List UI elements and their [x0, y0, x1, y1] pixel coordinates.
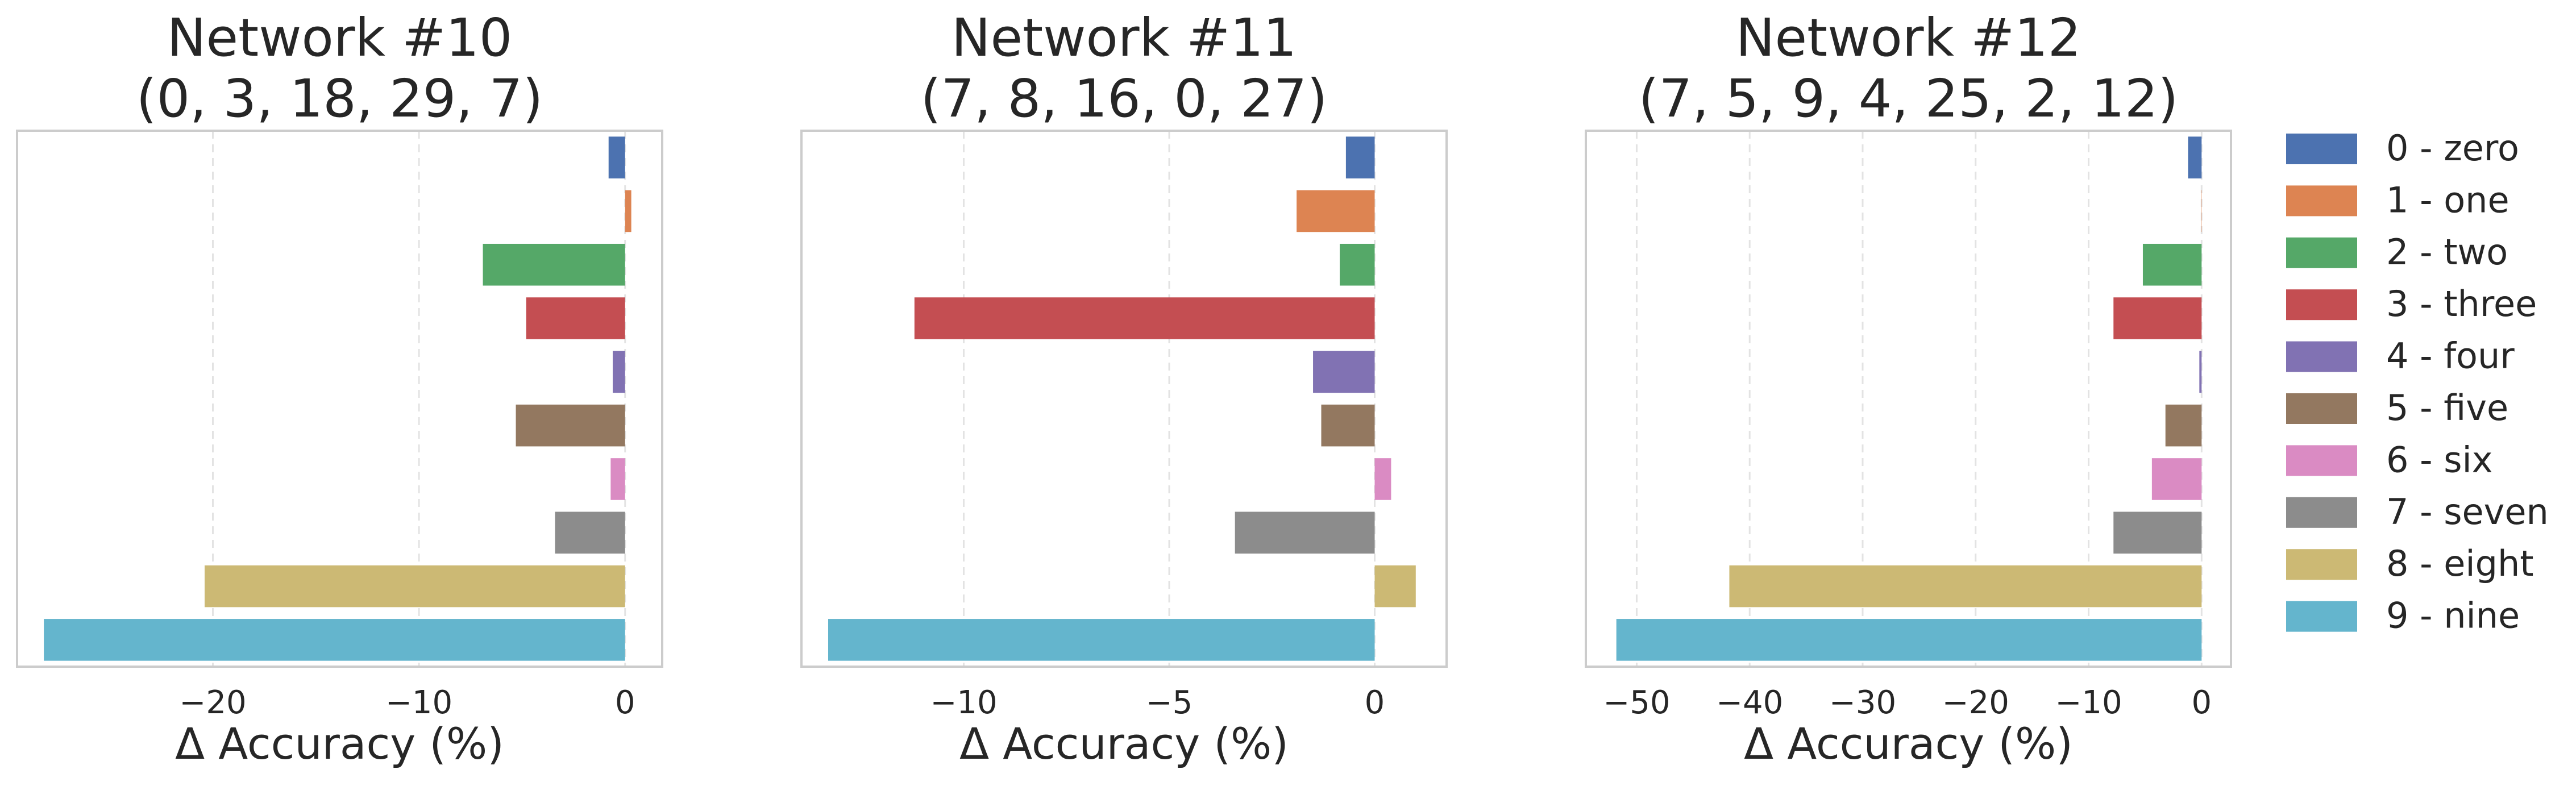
x-tick-label: −5	[1146, 684, 1193, 721]
bar-nine	[828, 619, 1375, 661]
bar-one	[2201, 190, 2202, 232]
legend-swatch	[2286, 237, 2357, 268]
x-tick-label: −10	[385, 684, 452, 721]
legend-label: 2 - two	[2386, 231, 2508, 273]
legend-swatch	[2286, 134, 2357, 164]
bar-four	[2199, 351, 2202, 393]
bar-zero	[608, 136, 625, 178]
bar-six	[1374, 458, 1391, 500]
legend-swatch	[2286, 497, 2357, 528]
plot-frame	[800, 130, 1448, 668]
bar-two	[483, 243, 625, 286]
bar-one	[1297, 190, 1375, 232]
legend-swatch	[2286, 185, 2357, 217]
legend-label: 1 - one	[2386, 179, 2509, 221]
panel-subtitle: (7, 5, 9, 4, 25, 2, 12)	[1639, 68, 2179, 129]
bar-seven	[2113, 511, 2202, 554]
legend-label: 0 - zero	[2386, 127, 2519, 169]
legend-label: 9 - nine	[2386, 595, 2520, 637]
bar-five	[2165, 404, 2202, 447]
bar-eight	[204, 565, 625, 608]
x-tick-label: 0	[615, 684, 635, 721]
legend-label: 3 - three	[2386, 283, 2537, 325]
x-tick-label: −10	[930, 684, 997, 721]
legend-swatch	[2286, 393, 2357, 424]
bar-three	[2113, 297, 2202, 339]
panel-subtitle: (0, 3, 18, 29, 7)	[136, 68, 543, 129]
legend-label: 4 - four	[2386, 335, 2515, 377]
bar-seven	[1235, 511, 1375, 554]
x-tick-label: −20	[179, 684, 246, 721]
plot-frame	[1585, 130, 2232, 668]
bar-eight	[1374, 565, 1416, 608]
legend-label: 8 - eight	[2386, 543, 2534, 584]
x-tick-label: 0	[2191, 684, 2212, 721]
legend-swatch	[2286, 341, 2357, 372]
bar-five	[516, 404, 625, 447]
panel-title: Network #10	[167, 7, 513, 68]
bar-one	[625, 190, 631, 232]
bar-nine	[44, 619, 625, 661]
x-axis-label: Δ Accuracy (%)	[959, 718, 1289, 769]
bar-eight	[1729, 565, 2202, 608]
legend: 0 - zero 1 - one 2 - two 3 - three 4 - four 5…	[2286, 127, 2549, 637]
bar-seven	[555, 511, 625, 554]
bar-zero	[2188, 136, 2202, 178]
legend-swatch	[2286, 601, 2357, 632]
bar-six	[2151, 458, 2202, 500]
panel-1: Network #10(0, 3, 18, 29, 7) −20 −10 0 Δ Acc…	[16, 7, 663, 769]
bar-four	[1313, 351, 1375, 393]
panel-subtitle: (7, 8, 16, 0, 27)	[921, 68, 1327, 129]
x-tick-label: −10	[2055, 684, 2122, 721]
bar-two	[1340, 243, 1375, 286]
legend-label: 6 - six	[2386, 439, 2492, 480]
panel-3: Network #12(7, 5, 9, 4, 25, 2, 12) −50 −40…	[1585, 7, 2232, 769]
x-axis-label: Δ Accuracy (%)	[1744, 718, 2073, 769]
x-tick-label: 0	[1365, 684, 1385, 721]
legend-swatch	[2286, 289, 2357, 321]
x-tick-label: −30	[1829, 684, 1896, 721]
x-tick-label: −50	[1603, 684, 1670, 721]
bar-two	[2142, 243, 2202, 286]
x-tick-label: −40	[1716, 684, 1783, 721]
legend-swatch	[2286, 445, 2357, 476]
bar-zero	[1345, 136, 1375, 178]
x-tick-label: −20	[1942, 684, 2009, 721]
legend-swatch	[2286, 549, 2357, 580]
bar-four	[612, 351, 625, 393]
bar-three	[914, 297, 1375, 339]
bar-six	[610, 458, 625, 500]
bar-three	[526, 297, 625, 339]
panel-2: Network #11(7, 8, 16, 0, 27) −10 −5 0 Δ Accu…	[800, 7, 1448, 769]
plot-frame	[16, 130, 663, 668]
bar-five	[1321, 404, 1375, 447]
panel-title: Network #12	[1736, 7, 2081, 68]
legend-label: 7 - seven	[2386, 491, 2549, 533]
x-axis-label: Δ Accuracy (%)	[175, 718, 504, 769]
bar-nine	[1616, 619, 2202, 661]
panel-title: Network #11	[952, 7, 1297, 68]
legend-label: 5 - five	[2386, 387, 2508, 429]
